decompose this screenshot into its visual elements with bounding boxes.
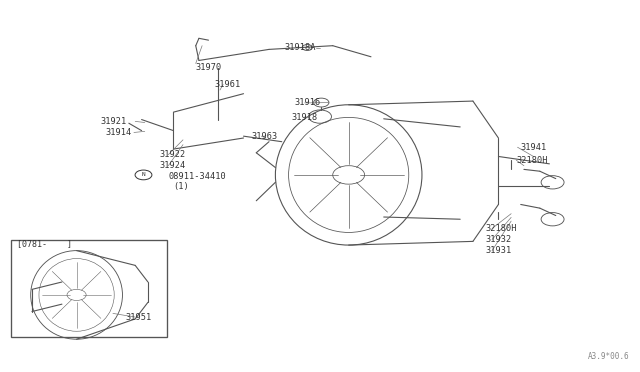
- Text: N: N: [141, 173, 145, 177]
- Text: A3.9*00.6: A3.9*00.6: [588, 352, 629, 361]
- Text: 31941: 31941: [521, 143, 547, 152]
- Text: 31961: 31961: [215, 80, 241, 89]
- Text: 31916: 31916: [294, 99, 321, 108]
- Text: 31922: 31922: [159, 150, 186, 159]
- Text: 31921: 31921: [100, 117, 127, 126]
- Text: 31918A: 31918A: [285, 43, 316, 52]
- Text: 31924: 31924: [159, 161, 186, 170]
- Text: (1): (1): [173, 182, 189, 191]
- Text: 32180H: 32180H: [486, 224, 517, 233]
- Text: 31914: 31914: [105, 128, 131, 137]
- Text: 31918: 31918: [291, 113, 317, 122]
- Text: 32180H: 32180H: [516, 155, 548, 165]
- Text: 31963: 31963: [252, 132, 278, 141]
- Text: 31970: 31970: [196, 63, 222, 72]
- Text: 31932: 31932: [486, 235, 512, 244]
- Text: 31931: 31931: [486, 246, 512, 255]
- Text: [0781-    ]: [0781- ]: [17, 239, 72, 248]
- Text: 31951: 31951: [125, 312, 152, 321]
- Text: 08911-34410: 08911-34410: [168, 172, 226, 181]
